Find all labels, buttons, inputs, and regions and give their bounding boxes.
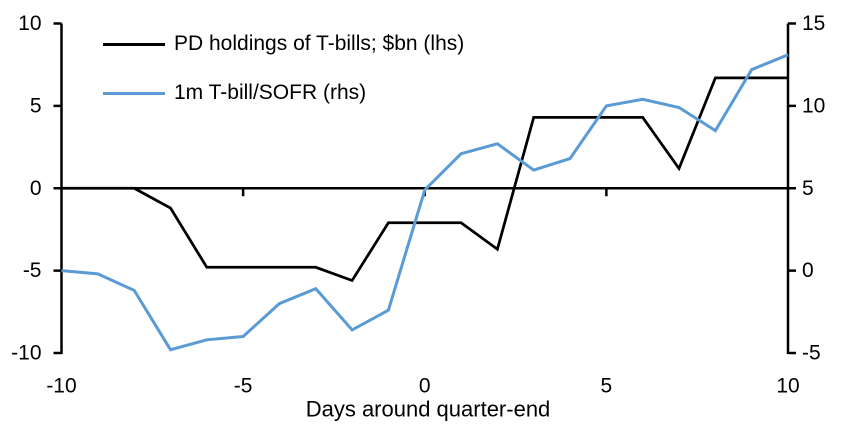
x-axis-tick-label: 10 [776,375,799,398]
right-axis-tick-label: 5 [802,177,814,200]
legend-line-black [103,42,165,46]
right-axis-tick-label: 0 [802,259,814,282]
left-axis-tick-label: 0 [30,177,42,200]
series-line-pd-holdings [61,76,788,283]
legend-label-tbill-sofr: 1m T-bill/SOFR (rhs) [174,81,367,104]
legend-label-pd-holdings: PD holdings of T-bills; $bn (lhs) [174,32,465,55]
left-axis-tick-label: 10 [18,12,41,35]
legend-line-blue [103,91,165,95]
series-line-tbill-sofr [61,53,789,352]
x-axis-tick-label: -5 [234,375,253,398]
left-axis-tick-label: -10 [11,342,41,365]
left-axis-tick-label: -5 [23,259,42,282]
x-axis-tick-label: -10 [46,375,76,398]
left-axis-tick-label: 5 [30,94,42,117]
legend: PD holdings of T-bills; $bn (lhs) 1m T-b… [103,31,464,106]
right-axis-tick-label: 15 [802,12,825,35]
right-axis-tick-label: -5 [802,342,821,365]
x-axis-tick-label: 0 [419,375,431,398]
legend-item-pd-holdings: PD holdings of T-bills; $bn (lhs) [103,31,464,57]
x-axis-title: Days around quarter-end [306,397,551,422]
x-axis-tick-label: 5 [601,375,613,398]
legend-item-tbill-sofr: 1m T-bill/SOFR (rhs) [103,80,464,106]
right-axis-tick-label: 10 [802,94,825,117]
